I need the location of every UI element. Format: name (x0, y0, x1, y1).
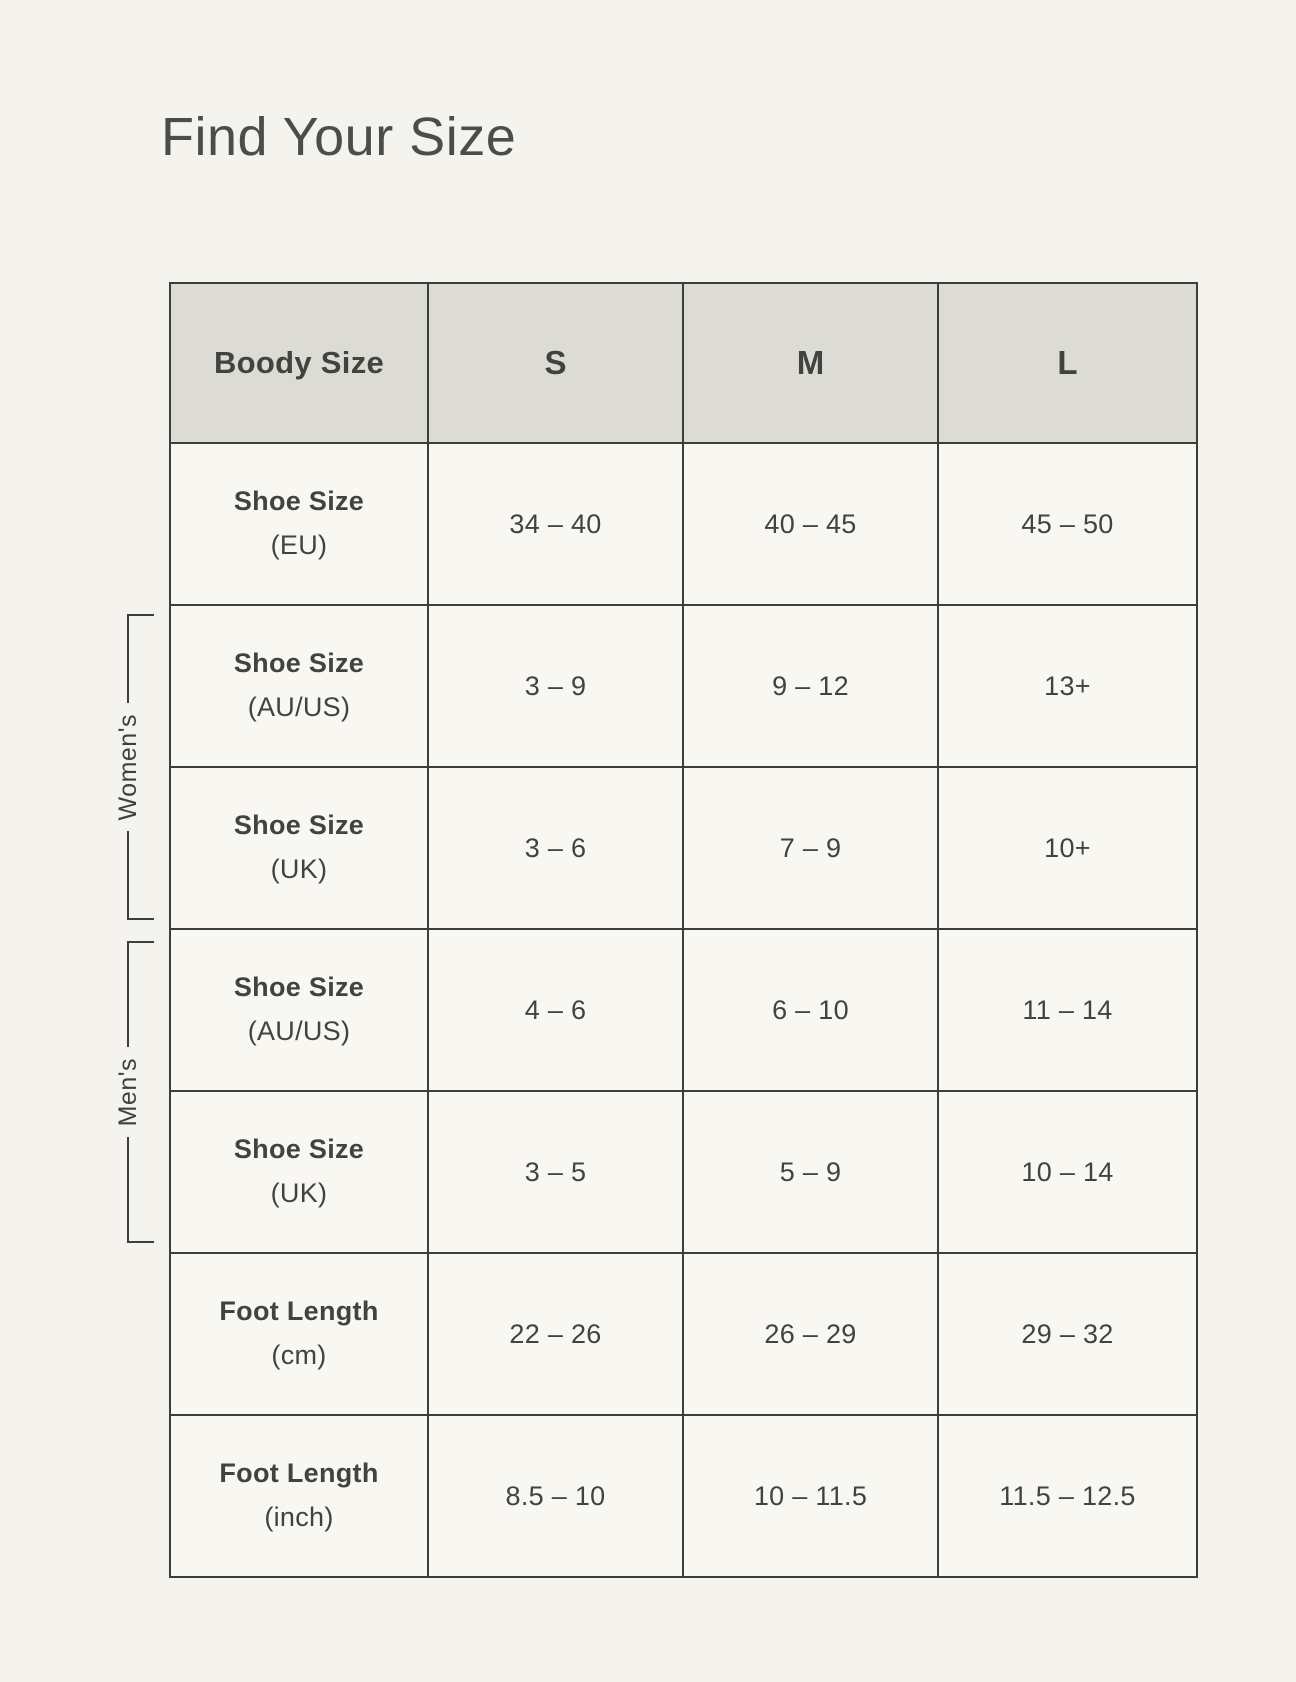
mens-row-group-bracket: Men's (100, 941, 156, 1243)
page-title: Find Your Size (161, 107, 517, 167)
cell-value: 26 – 29 (682, 1252, 939, 1416)
cell-value: 11.5 – 12.5 (937, 1414, 1198, 1578)
cell-value: 22 – 26 (427, 1252, 684, 1416)
cell-value: 7 – 9 (682, 766, 939, 930)
table-header-row: Boody Size S M L (169, 282, 1198, 444)
table-row-womens-shoe-size-au-us: Shoe Size (AU/US) 3 – 9 9 – 12 13+ (169, 604, 1198, 768)
table-row-shoe-size-eu: Shoe Size (EU) 34 – 40 40 – 45 45 – 50 (169, 442, 1198, 606)
row-label-text: Foot Length (219, 1458, 379, 1489)
row-label-text: Shoe Size (233, 1134, 365, 1165)
table-row-foot-length-cm: Foot Length (cm) 22 – 26 26 – 29 29 – 32 (169, 1252, 1198, 1416)
cell-value: 45 – 50 (937, 442, 1198, 606)
table-row-mens-shoe-size-uk: Shoe Size (UK) 3 – 5 5 – 9 10 – 14 (169, 1090, 1198, 1254)
row-sublabel-text: (EU) (270, 530, 328, 560)
bracket-line-bottom (127, 831, 129, 920)
header-cell-size-m: M (682, 282, 939, 444)
cell-value: 10+ (937, 766, 1198, 930)
cell-value: 3 – 5 (427, 1090, 684, 1254)
header-cell-size-s: S (427, 282, 684, 444)
womens-row-group-bracket: Women's (100, 614, 156, 920)
row-label-text: Shoe Size (233, 648, 365, 679)
row-sublabel-text: (cm) (271, 1340, 327, 1370)
cell-value: 29 – 32 (937, 1252, 1198, 1416)
table-row-foot-length-inch: Foot Length (inch) 8.5 – 10 10 – 11.5 11… (169, 1414, 1198, 1578)
cell-value: 34 – 40 (427, 442, 684, 606)
mens-group-label: Men's (113, 1057, 142, 1127)
row-sublabel-text: (UK) (270, 854, 328, 884)
cell-value: 6 – 10 (682, 928, 939, 1092)
table-row-womens-shoe-size-uk: Shoe Size (UK) 3 – 6 7 – 9 10+ (169, 766, 1198, 930)
cell-value: 8.5 – 10 (427, 1414, 684, 1578)
header-cell-size-l: L (937, 282, 1198, 444)
row-sublabel-text: (AU/US) (247, 1016, 351, 1046)
row-label: Shoe Size (AU/US) (169, 604, 429, 768)
row-label: Shoe Size (EU) (169, 442, 429, 606)
cell-value: 40 – 45 (682, 442, 939, 606)
row-label-text: Foot Length (219, 1296, 379, 1327)
cell-value: 9 – 12 (682, 604, 939, 768)
row-sublabel-text: (AU/US) (247, 692, 351, 722)
row-label: Shoe Size (UK) (169, 766, 429, 930)
cell-value: 11 – 14 (937, 928, 1198, 1092)
row-label: Shoe Size (AU/US) (169, 928, 429, 1092)
cell-value: 3 – 9 (427, 604, 684, 768)
row-label: Foot Length (cm) (169, 1252, 429, 1416)
row-sublabel-text: (inch) (264, 1502, 334, 1532)
size-chart-table: Boody Size S M L Shoe Size (EU) 34 – 40 … (169, 282, 1198, 1578)
header-cell-boody-size: Boody Size (169, 282, 429, 444)
cell-value: 4 – 6 (427, 928, 684, 1092)
cell-value: 10 – 14 (937, 1090, 1198, 1254)
row-label-text: Shoe Size (233, 810, 365, 841)
bracket-line-top (127, 614, 129, 703)
cell-value: 13+ (937, 604, 1198, 768)
table-row-mens-shoe-size-au-us: Shoe Size (AU/US) 4 – 6 6 – 10 11 – 14 (169, 928, 1198, 1092)
row-label-text: Shoe Size (233, 486, 365, 517)
row-label-text: Shoe Size (233, 972, 365, 1003)
womens-group-label: Women's (113, 713, 142, 821)
row-sublabel-text: (UK) (270, 1178, 328, 1208)
bracket-line-bottom (127, 1137, 129, 1243)
row-label: Foot Length (inch) (169, 1414, 429, 1578)
row-label: Shoe Size (UK) (169, 1090, 429, 1254)
cell-value: 10 – 11.5 (682, 1414, 939, 1578)
cell-value: 5 – 9 (682, 1090, 939, 1254)
cell-value: 3 – 6 (427, 766, 684, 930)
bracket-line-top (127, 941, 129, 1047)
